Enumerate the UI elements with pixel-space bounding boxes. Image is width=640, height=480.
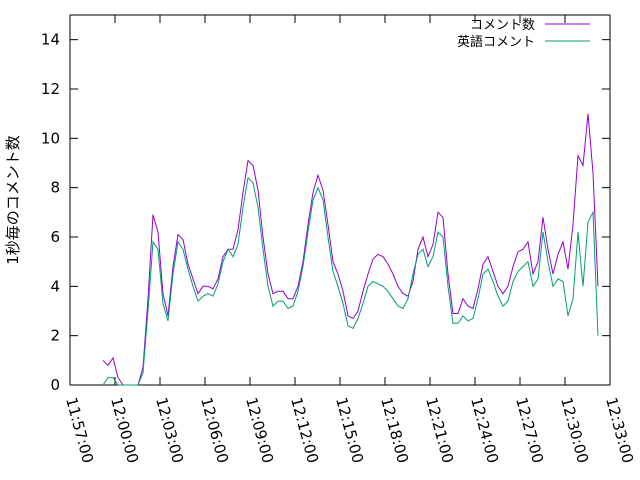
- x-tick-label: 12:18:00: [377, 395, 412, 465]
- series-line: [102, 176, 599, 386]
- y-tick-label: 6: [50, 228, 60, 246]
- x-tick-label: 12:15:00: [332, 395, 367, 465]
- plot-frame: [69, 14, 611, 386]
- x-tick-label: 12:00:00: [107, 395, 142, 465]
- y-tick-label: 4: [50, 277, 60, 295]
- x-tick-label: 12:33:00: [602, 395, 637, 465]
- y-tick-label: 0: [50, 376, 60, 394]
- x-tick-label: 12:30:00: [557, 395, 592, 465]
- legend-label: 英語コメント: [457, 34, 535, 50]
- legend-label: コメント数: [470, 18, 535, 33]
- x-tick-label: 12:06:00: [197, 395, 232, 465]
- y-tick-label: 2: [50, 327, 60, 345]
- y-axis-label: 1秒毎のコメント数: [4, 135, 22, 265]
- x-tick-label: 12:09:00: [242, 395, 277, 465]
- x-tick-label: 12:24:00: [467, 395, 502, 465]
- y-tick-label: 10: [41, 129, 60, 147]
- x-tick-label: 11:57:00: [62, 395, 97, 465]
- x-tick-label: 12:12:00: [287, 395, 322, 465]
- y-tick-label: 14: [41, 31, 60, 49]
- series-line: [102, 113, 599, 386]
- y-tick-label: 12: [41, 80, 60, 98]
- x-tick-label: 12:27:00: [512, 395, 547, 465]
- x-tick-label: 12:03:00: [152, 395, 187, 465]
- x-tick-label: 12:21:00: [422, 395, 457, 465]
- y-tick-label: 8: [50, 179, 60, 197]
